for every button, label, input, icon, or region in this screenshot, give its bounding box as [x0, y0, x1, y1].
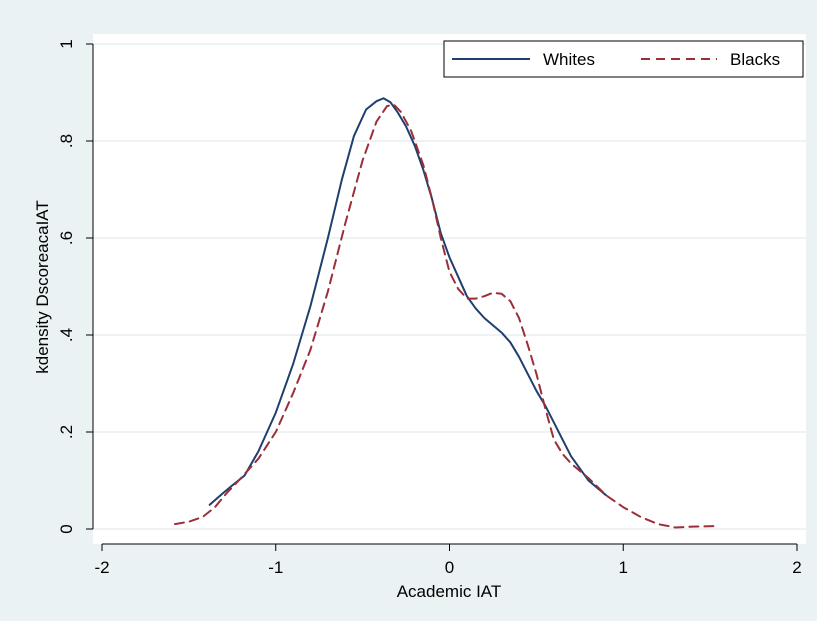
y-tick-label: 0	[57, 524, 76, 533]
y-axis-label: kdensity DscoreacaIAT	[33, 200, 52, 374]
series-line-blacks	[174, 103, 717, 529]
series-lines	[174, 97, 717, 529]
x-tick-label: 1	[619, 558, 628, 577]
plot-region	[93, 34, 806, 544]
y-tick-label: .6	[57, 231, 76, 245]
x-tick-label: -2	[94, 558, 109, 577]
tick-marks: 0 .2 .4 .6 .8 1 -2 -1 0 1 2	[57, 39, 802, 577]
x-tick-label: 2	[792, 558, 801, 577]
y-tick-label: .4	[57, 328, 76, 342]
legend-label-blacks: Blacks	[730, 50, 780, 69]
y-tick-label: .2	[57, 425, 76, 439]
legend: Whites Blacks	[443, 40, 804, 78]
x-tick-label: 0	[445, 558, 454, 577]
legend-label-whites: Whites	[543, 50, 595, 69]
y-tick-label: .8	[57, 134, 76, 148]
x-axis-label: Academic IAT	[397, 582, 502, 601]
y-tick-label: 1	[57, 39, 76, 48]
x-tick-label: -1	[268, 558, 283, 577]
